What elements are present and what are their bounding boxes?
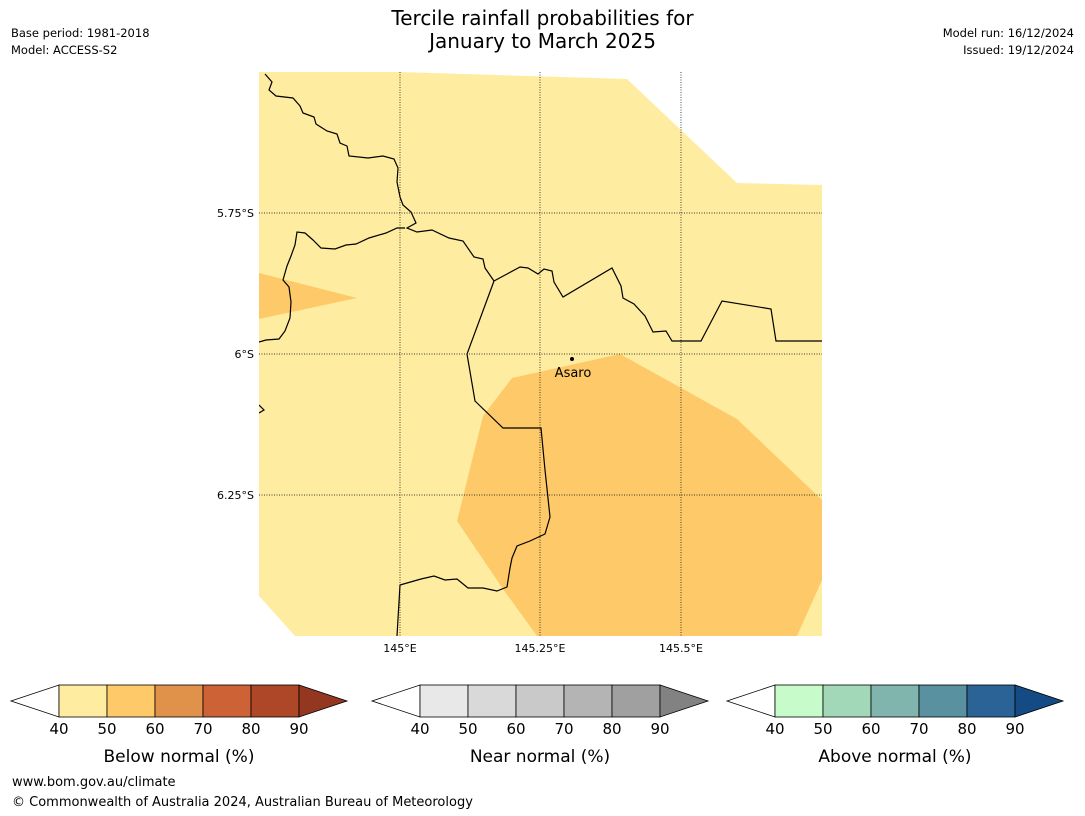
near-normal-colorbar-segment xyxy=(515,684,565,718)
above-normal-colorbar-tick: 80 xyxy=(957,720,976,738)
boundary-central xyxy=(493,266,822,342)
boundary-south xyxy=(396,280,551,636)
below-normal-colorbar-tick: 70 xyxy=(193,720,212,738)
near-normal-colorbar-segment xyxy=(563,684,613,718)
above-normal-colorbar-segment xyxy=(774,684,824,718)
above-normal-colorbar-label: Above normal (%) xyxy=(818,747,971,767)
lon-label-145-25: 145.25°E xyxy=(515,642,566,655)
above-normal-colorbar-tick: 90 xyxy=(1005,720,1024,738)
above-normal-colorbar-tick: 70 xyxy=(909,720,928,738)
title-line-1: Tercile rainfall probabilities for xyxy=(391,6,694,30)
near-normal-colorbar-low-extend xyxy=(370,684,421,718)
lon-label-145-5: 145.5°E xyxy=(659,642,703,655)
province-boundaries xyxy=(259,73,822,636)
gridlines xyxy=(259,72,822,636)
near-normal-colorbar-high-extend xyxy=(659,684,710,718)
issued-text: Issued: 19/12/2024 xyxy=(963,43,1074,57)
lat-label-6: 6°S xyxy=(235,348,254,361)
boundary-west xyxy=(259,227,405,343)
below-normal-colorbar-tick: 50 xyxy=(97,720,116,738)
above-normal-colorbar: 40 50 60 70 80 90 Above normal (%) xyxy=(725,684,1065,767)
lat-label-5-75: 5.75°S xyxy=(217,207,254,220)
probability-map: 5.75°S 6°S 6.25°S 145°E 145.25°E 145.5°E… xyxy=(217,72,822,655)
region-below-50-60-west xyxy=(259,273,357,319)
map-title: Tercile rainfall probabilities for Janua… xyxy=(0,7,1085,53)
above-normal-colorbar-segment xyxy=(966,684,1016,718)
below-normal-colorbar-tick: 90 xyxy=(289,720,308,738)
near-normal-colorbar-label: Near normal (%) xyxy=(470,747,610,767)
meta-left: Base period: 1981-2018 Model: ACCESS-S2 xyxy=(11,25,150,59)
below-normal-colorbar-segment xyxy=(154,684,204,718)
near-normal-colorbar-tick: 40 xyxy=(410,720,429,738)
base-period-text: Base period: 1981-2018 xyxy=(11,26,150,40)
lon-label-145: 145°E xyxy=(383,642,416,655)
near-normal-colorbar-tick: 50 xyxy=(458,720,477,738)
below-normal-colorbar-tick: 40 xyxy=(49,720,68,738)
above-normal-colorbar-low-extend xyxy=(725,684,776,718)
near-normal-colorbar-tick: 80 xyxy=(602,720,621,738)
near-normal-colorbar-segment xyxy=(419,684,469,718)
footer-copyright: © Commonwealth of Australia 2024, Austra… xyxy=(12,795,473,810)
below-normal-colorbar: 40 50 60 70 80 90 Below normal (%) xyxy=(9,684,349,767)
meta-right: Model run: 16/12/2024 Issued: 19/12/2024 xyxy=(943,25,1074,59)
below-normal-colorbar-segment xyxy=(250,684,300,718)
above-normal-colorbar-segment xyxy=(918,684,968,718)
below-normal-colorbar-segment xyxy=(106,684,156,718)
near-normal-colorbar-segment xyxy=(611,684,661,718)
boundary-north xyxy=(264,73,495,282)
below-normal-colorbar-high-extend xyxy=(298,684,349,718)
place-marker xyxy=(570,357,574,361)
model-run-text: Model run: 16/12/2024 xyxy=(942,26,1074,40)
model-text: Model: ACCESS-S2 xyxy=(11,43,118,57)
lon-labels: 145°E 145.25°E 145.5°E xyxy=(383,642,703,655)
lat-label-6-25: 6.25°S xyxy=(217,489,254,502)
near-normal-colorbar-tick: 70 xyxy=(554,720,573,738)
below-normal-colorbar-tick: 80 xyxy=(241,720,260,738)
near-normal-colorbar-tick: 60 xyxy=(506,720,525,738)
above-normal-colorbar-tick: 60 xyxy=(861,720,880,738)
title-line-2: January to March 2025 xyxy=(429,29,656,53)
colorbars: 40 50 60 70 80 90 Below normal (%) 40 50 60 70 80 90… xyxy=(9,684,1065,767)
above-normal-colorbar-tick: 50 xyxy=(813,720,832,738)
place-label: Asaro xyxy=(555,366,592,381)
above-normal-colorbar-high-extend xyxy=(1014,684,1065,718)
below-normal-colorbar-segment xyxy=(58,684,108,718)
above-normal-colorbar-tick: 40 xyxy=(765,720,784,738)
lat-labels: 5.75°S 6°S 6.25°S xyxy=(217,207,254,502)
boundary-west-stub xyxy=(259,404,265,414)
near-normal-colorbar: 40 50 60 70 80 90 Near normal (%) xyxy=(370,684,710,767)
below-normal-colorbar-label: Below normal (%) xyxy=(104,747,255,767)
below-normal-colorbar-low-extend xyxy=(9,684,60,718)
above-normal-colorbar-segment xyxy=(870,684,920,718)
below-normal-colorbar-tick: 60 xyxy=(145,720,164,738)
below-normal-colorbar-segment xyxy=(202,684,252,718)
footer-url[interactable]: www.bom.gov.au/climate xyxy=(12,775,176,790)
near-normal-colorbar-segment xyxy=(467,684,517,718)
above-normal-colorbar-segment xyxy=(822,684,872,718)
near-normal-colorbar-tick: 90 xyxy=(650,720,669,738)
